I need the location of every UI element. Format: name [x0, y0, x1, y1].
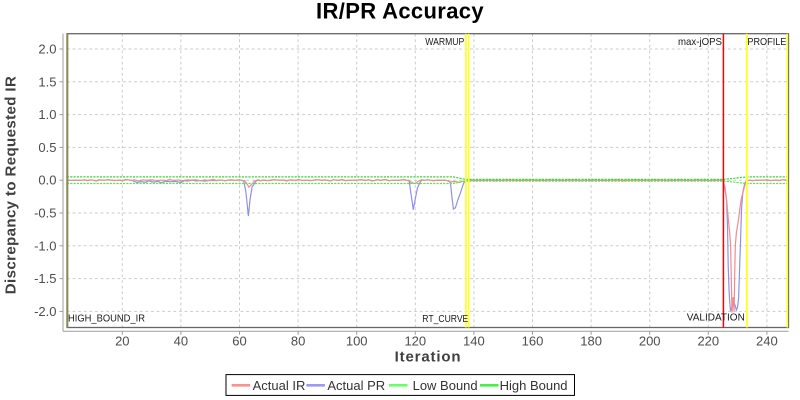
svg-text:200: 200: [639, 334, 661, 349]
svg-text:-2.0: -2.0: [34, 304, 56, 319]
svg-text:0.5: 0.5: [38, 140, 56, 155]
svg-text:-1.5: -1.5: [34, 271, 56, 286]
svg-text:20: 20: [115, 334, 129, 349]
svg-text:100: 100: [346, 334, 368, 349]
svg-text:60: 60: [232, 334, 246, 349]
svg-text:0.0: 0.0: [38, 173, 56, 188]
svg-text:RT_CURVE: RT_CURVE: [422, 313, 468, 325]
svg-text:max-jOPS: max-jOPS: [678, 36, 722, 48]
svg-text:180: 180: [580, 334, 602, 349]
svg-text:Low Bound: Low Bound: [413, 378, 478, 393]
svg-text:High Bound: High Bound: [500, 378, 568, 393]
svg-text:220: 220: [697, 334, 719, 349]
svg-text:120: 120: [404, 334, 426, 349]
svg-text:IR/PR Accuracy: IR/PR Accuracy: [316, 0, 484, 24]
svg-text:Actual IR: Actual IR: [253, 378, 306, 393]
svg-text:Iteration: Iteration: [395, 349, 462, 366]
svg-text:VALIDATION: VALIDATION: [687, 311, 745, 323]
svg-text:HIGH_BOUND_IR: HIGH_BOUND_IR: [68, 312, 145, 324]
svg-text:-0.5: -0.5: [34, 206, 56, 221]
svg-text:240: 240: [756, 334, 778, 349]
svg-text:140: 140: [463, 334, 485, 349]
svg-text:2.0: 2.0: [38, 42, 56, 57]
svg-text:160: 160: [522, 334, 544, 349]
svg-text:1.5: 1.5: [38, 74, 56, 89]
svg-text:-1.0: -1.0: [34, 238, 56, 253]
svg-text:80: 80: [291, 334, 305, 349]
svg-text:1.0: 1.0: [38, 107, 56, 122]
svg-text:Discrepancy to Requested IR: Discrepancy to Requested IR: [3, 76, 20, 294]
svg-text:Actual PR: Actual PR: [327, 378, 385, 393]
svg-text:40: 40: [174, 334, 188, 349]
svg-text:WARMUP: WARMUP: [425, 36, 464, 48]
svg-text:PROFILE: PROFILE: [747, 36, 786, 48]
